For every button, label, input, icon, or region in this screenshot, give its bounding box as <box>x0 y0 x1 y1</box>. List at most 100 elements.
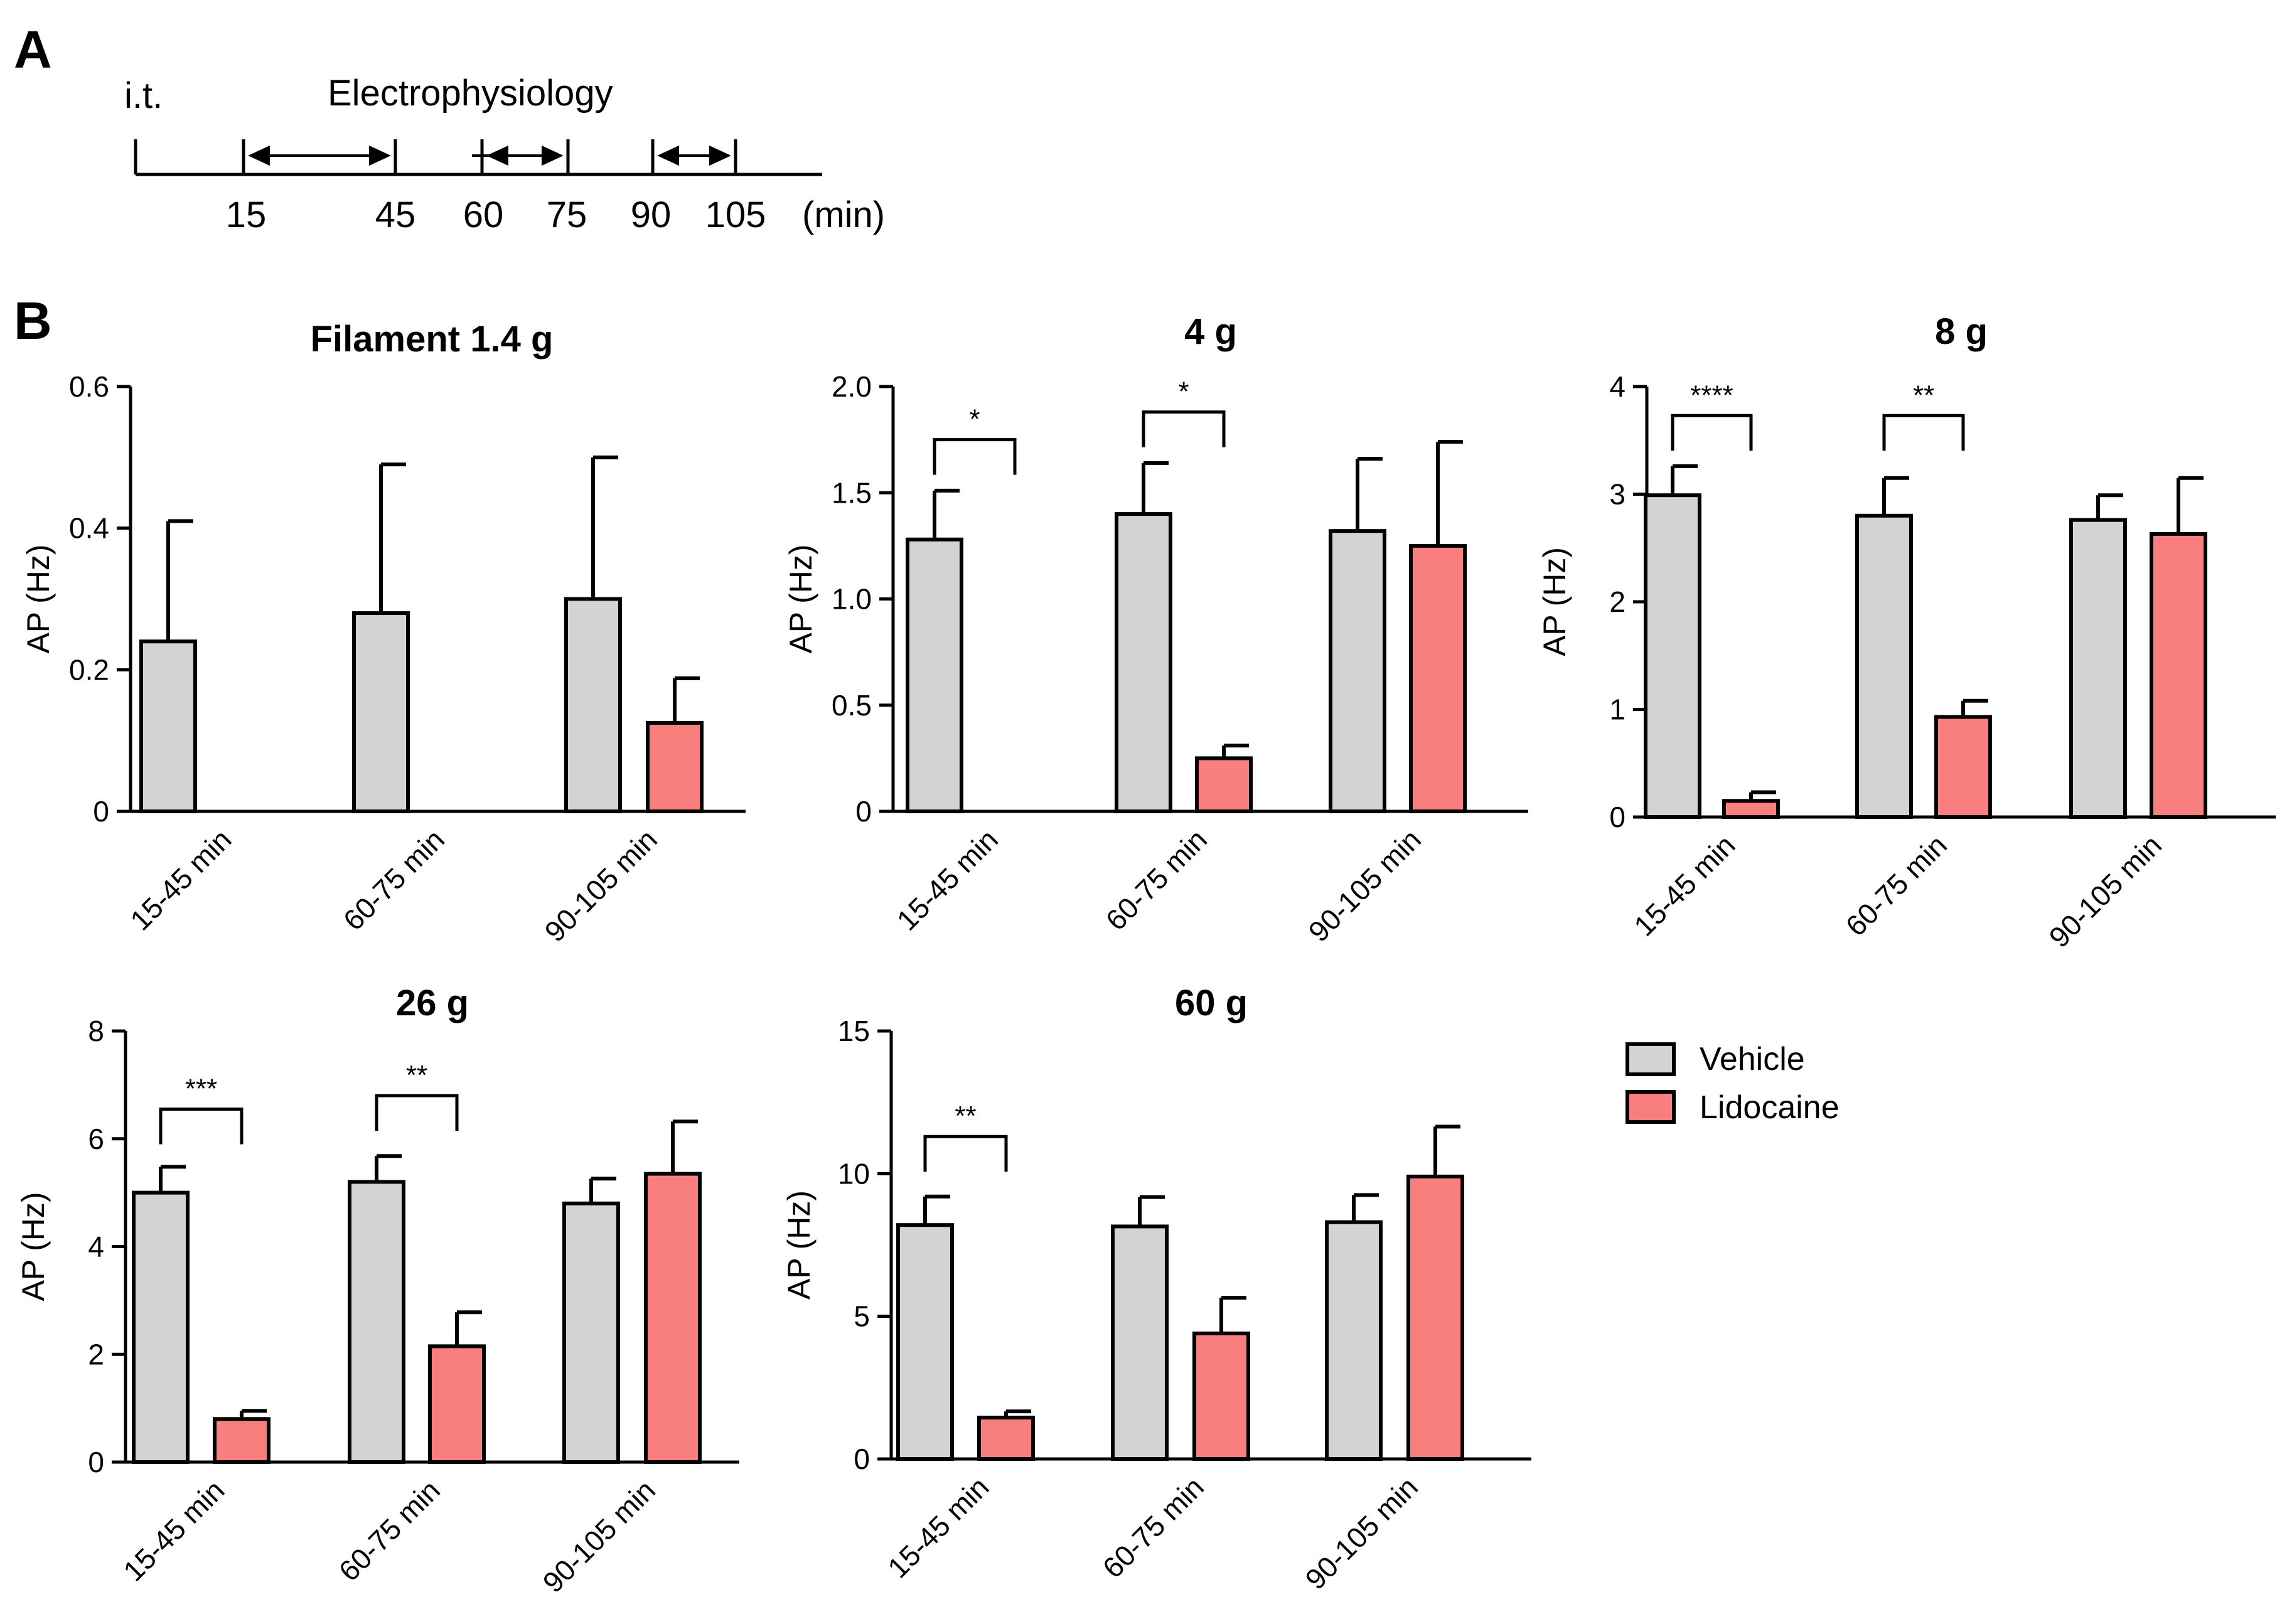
panel-a-label: A <box>14 20 52 79</box>
bar-vehicle-0 <box>139 639 197 813</box>
chart-title: 4 g <box>1184 311 1237 352</box>
y-tick-label: 5 <box>854 1300 870 1333</box>
y-axis-label: AP (Hz) <box>1537 547 1572 656</box>
bar-vehicle-2 <box>1325 1220 1383 1461</box>
bar-vehicle-2 <box>562 1201 620 1465</box>
x-tick-label: 90-105 min <box>1299 1470 1425 1596</box>
y-axis-label: AP (Hz) <box>781 1190 817 1300</box>
timeline-tick: 60 <box>463 195 504 235</box>
significance-label: **** <box>1690 380 1733 410</box>
timeline-ticks: 15 45 60 75 90 105 (min) <box>226 195 885 235</box>
bar-lidocaine-1 <box>428 1344 486 1464</box>
bar-lidocaine-2 <box>646 720 704 814</box>
y-tick-label: 0 <box>1609 801 1626 833</box>
significance-label: ** <box>955 1101 976 1131</box>
panel-a: A i.t. Electrophysiology <box>14 20 885 235</box>
x-tick-label: 60-75 min <box>337 823 451 936</box>
recording-window-arrows <box>248 145 731 166</box>
significance-bracket <box>923 1135 1008 1172</box>
y-tick-label: 2 <box>88 1338 104 1370</box>
x-tick-label: 15-45 min <box>124 823 237 936</box>
bar-vehicle-2 <box>2069 518 2127 819</box>
chart-4g: 4 g 0 0.5 1.0 1.5 2.0 AP (Hz) * * 15-45 min 60-75 … <box>783 311 1528 948</box>
x-tick-label: 90-105 min <box>2043 828 2168 954</box>
y-tick-label: 0 <box>93 795 109 828</box>
y-tick-label: 8 <box>88 1015 104 1047</box>
y-axis-label: AP (Hz) <box>16 1192 51 1301</box>
panel-b-label: B <box>14 291 52 350</box>
y-tick-label: 0 <box>88 1446 104 1478</box>
chart-title: Filament 1.4 g <box>311 319 554 360</box>
legend: Vehicle Lidocaine <box>1626 1041 1840 1126</box>
bar-lidocaine-2 <box>1406 1174 1464 1461</box>
y-tick-label: 2.0 <box>832 370 872 403</box>
y-axis-label: AP (Hz) <box>21 544 56 653</box>
chart-title: 60 g <box>1175 983 1248 1023</box>
bar-vehicle-0 <box>1644 493 1701 819</box>
y-tick-label: 1.5 <box>832 476 872 509</box>
injection-label: i.t. <box>124 75 163 116</box>
legend-swatch-lidocaine <box>1626 1090 1676 1124</box>
significance-bracket <box>1882 414 1965 451</box>
y-tick-label: 0.6 <box>69 370 109 403</box>
bar-vehicle-0 <box>896 1223 954 1461</box>
significance-label: *** <box>185 1074 217 1104</box>
y-tick-label: 1.0 <box>832 583 872 616</box>
significance-bracket <box>933 438 1017 475</box>
y-tick-label: 2 <box>1609 585 1626 618</box>
y-tick-label: 3 <box>1609 478 1626 511</box>
bar-vehicle-2 <box>1329 529 1386 813</box>
legend-label-vehicle: Vehicle <box>1700 1041 1805 1077</box>
y-axis-label: AP (Hz) <box>783 544 818 653</box>
y-tick-label: 10 <box>838 1157 870 1190</box>
x-tick-label: 60-75 min <box>1840 828 1953 942</box>
bar-lidocaine-1 <box>1934 715 1992 819</box>
bar-vehicle-1 <box>348 1180 405 1464</box>
y-tick-label: 0.4 <box>69 512 109 545</box>
significance-label: ** <box>406 1060 427 1091</box>
bar-lidocaine-2 <box>2150 532 2207 820</box>
bar-lidocaine-1 <box>1195 756 1253 813</box>
significance-bracket <box>375 1094 459 1131</box>
chart-60g: 60 g 0 5 10 15 AP (Hz) ** 15-45 min 60-75 min 90-… <box>781 983 1531 1596</box>
y-tick-label: 4 <box>1609 370 1626 403</box>
timeline-tick: 15 <box>226 195 267 235</box>
y-tick-label: 6 <box>88 1123 104 1155</box>
legend-label-lidocaine: Lidocaine <box>1700 1089 1840 1126</box>
timeline-tick: 105 <box>705 195 766 235</box>
x-tick-label: 90-105 min <box>1302 823 1428 948</box>
bar-vehicle-1 <box>1115 512 1172 813</box>
significance-label: * <box>1178 377 1189 407</box>
timeline-unit: (min) <box>802 195 885 235</box>
significance-label: * <box>969 404 980 435</box>
significance-label: ** <box>1913 380 1934 410</box>
x-tick-label: 15-45 min <box>891 823 1004 936</box>
bar-vehicle-0 <box>132 1190 190 1464</box>
x-tick-label: 90-105 min <box>538 823 664 948</box>
chart-title: 8 g <box>1935 311 1988 352</box>
recording-label: Electrophysiology <box>328 73 613 114</box>
timeline-tick: 45 <box>375 195 416 235</box>
bar-vehicle-2 <box>564 597 622 813</box>
significance-bracket <box>159 1108 244 1145</box>
bar-lidocaine-0 <box>977 1416 1035 1461</box>
bar-vehicle-0 <box>906 537 963 813</box>
x-tick-label: 90-105 min <box>537 1473 662 1599</box>
x-tick-label: 15-45 min <box>1627 828 1741 942</box>
y-tick-label: 4 <box>88 1231 104 1263</box>
bar-vehicle-1 <box>1855 513 1913 819</box>
timeline-tick: 90 <box>631 195 672 235</box>
bar-vehicle-1 <box>352 611 410 813</box>
significance-bracket <box>1671 414 1753 451</box>
bar-lidocaine-0 <box>1722 799 1780 820</box>
y-tick-label: 15 <box>838 1015 870 1047</box>
y-tick-label: 0.5 <box>832 689 872 722</box>
y-tick-label: 0.2 <box>69 653 109 686</box>
x-tick-label: 15-45 min <box>881 1470 995 1584</box>
significance-bracket <box>1142 410 1226 447</box>
y-tick-label: 0 <box>854 1443 870 1475</box>
x-tick-label: 60-75 min <box>1100 823 1213 936</box>
